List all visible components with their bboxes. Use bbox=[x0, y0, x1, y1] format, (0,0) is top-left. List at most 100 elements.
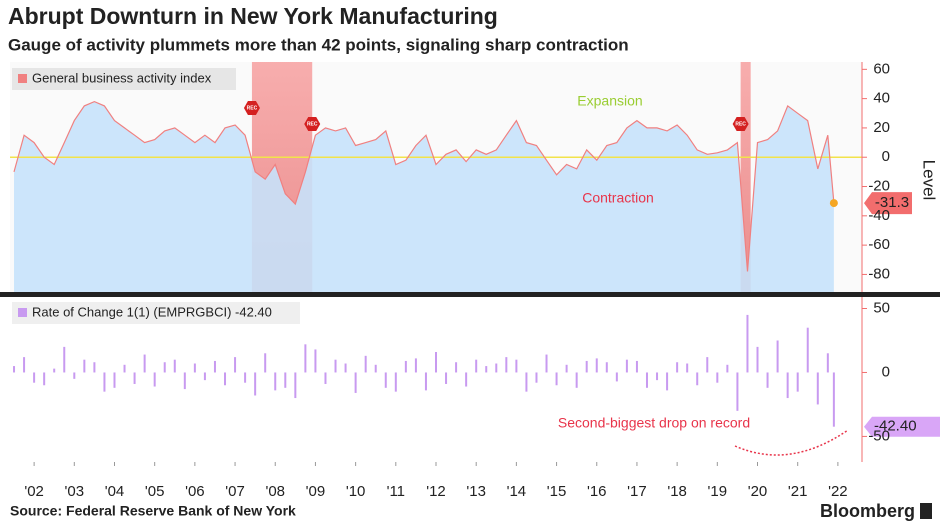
bar bbox=[354, 372, 357, 393]
y-tick-label: 20 bbox=[873, 119, 890, 136]
bar bbox=[525, 372, 528, 392]
bar bbox=[756, 346, 759, 373]
x-tick-label: '09 bbox=[306, 483, 326, 500]
x-tick-label: '12 bbox=[426, 483, 446, 500]
chart-subtitle: Gauge of activity plummets more than 42 … bbox=[8, 35, 629, 54]
x-tick-label: '17 bbox=[627, 483, 647, 500]
recession-label: REC bbox=[735, 121, 746, 127]
x-tick-label: '16 bbox=[587, 483, 607, 500]
bar bbox=[424, 372, 427, 391]
y-tick-label: 0 bbox=[882, 363, 890, 380]
bar bbox=[364, 355, 367, 373]
bar bbox=[334, 359, 337, 373]
bar bbox=[244, 372, 247, 383]
bar bbox=[374, 364, 377, 373]
brand: Bloomberg bbox=[820, 501, 915, 521]
bar bbox=[123, 364, 126, 373]
last-value-label: -42.40 bbox=[874, 418, 917, 435]
legend-swatch bbox=[18, 74, 27, 83]
recession-label: REC bbox=[247, 105, 258, 111]
x-tick-label: '22 bbox=[828, 483, 848, 500]
annotation: Contraction bbox=[582, 190, 654, 206]
source: Source: Federal Reserve Bank of New York bbox=[10, 503, 296, 519]
bar bbox=[143, 354, 146, 373]
x-tick-label: '13 bbox=[466, 483, 486, 500]
bar bbox=[706, 357, 709, 373]
bar bbox=[545, 354, 548, 373]
x-tick-label: '07 bbox=[225, 483, 245, 500]
annotation-arc bbox=[734, 429, 849, 456]
bar bbox=[676, 362, 679, 373]
bar bbox=[284, 372, 287, 388]
bar bbox=[445, 372, 448, 384]
bar bbox=[565, 364, 568, 373]
bar bbox=[73, 372, 76, 379]
y-tick-label: 0 bbox=[882, 148, 890, 165]
bar bbox=[43, 372, 46, 386]
x-tick-label: '05 bbox=[145, 483, 165, 500]
legend-label: General business activity index bbox=[32, 70, 212, 85]
bar bbox=[193, 363, 196, 373]
x-tick-label: '18 bbox=[667, 483, 687, 500]
bar bbox=[13, 366, 16, 373]
bar bbox=[274, 372, 277, 391]
x-tick-label: '15 bbox=[547, 483, 567, 500]
bar bbox=[93, 362, 96, 373]
bar bbox=[635, 360, 638, 373]
bar bbox=[183, 372, 186, 390]
panel-separator bbox=[0, 292, 940, 297]
bar bbox=[696, 372, 699, 386]
bar bbox=[786, 372, 789, 399]
legend-box bbox=[12, 302, 300, 324]
bar bbox=[686, 363, 689, 373]
bar bbox=[264, 353, 267, 373]
x-tick-label: '10 bbox=[346, 483, 366, 500]
bar bbox=[324, 372, 327, 384]
bar bbox=[666, 372, 669, 391]
bar bbox=[656, 372, 659, 381]
bottom-plot-bg bbox=[10, 297, 862, 462]
bar bbox=[832, 372, 835, 427]
bar bbox=[495, 363, 498, 373]
y-tick-label: -50 bbox=[868, 427, 890, 444]
bar bbox=[826, 353, 829, 373]
bar bbox=[816, 372, 819, 405]
bar bbox=[344, 363, 347, 373]
bar bbox=[133, 372, 136, 384]
y-tick-label: 60 bbox=[873, 60, 890, 77]
bar bbox=[555, 372, 558, 386]
bar bbox=[384, 372, 387, 388]
x-tick-label: '20 bbox=[748, 483, 768, 500]
last-value-badge bbox=[864, 192, 912, 215]
bar bbox=[796, 372, 799, 392]
chart-title: Abrupt Downturn in New York Manufacturin… bbox=[8, 3, 498, 29]
bar bbox=[63, 346, 66, 373]
recession-band bbox=[740, 62, 751, 292]
legend-label: Rate of Change 1(1) (EMPRGBCI) -42.40 bbox=[32, 304, 272, 319]
bar bbox=[746, 314, 749, 373]
y-tick-label: 50 bbox=[873, 299, 890, 316]
bar bbox=[716, 372, 719, 383]
bar bbox=[535, 372, 538, 383]
x-tick-label: '14 bbox=[507, 483, 527, 500]
bar bbox=[585, 360, 588, 373]
bar bbox=[394, 372, 397, 392]
x-tick-label: '02 bbox=[24, 483, 44, 500]
x-tick-label: '03 bbox=[65, 483, 85, 500]
recession-marker bbox=[243, 101, 260, 115]
bar bbox=[213, 360, 216, 373]
last-point bbox=[829, 199, 838, 208]
bar bbox=[465, 372, 468, 387]
recession-label: REC bbox=[307, 121, 318, 127]
bar bbox=[314, 349, 317, 373]
x-tick-label: '08 bbox=[265, 483, 285, 500]
bar bbox=[414, 358, 417, 373]
last-value-label: -31.3 bbox=[875, 194, 909, 211]
bar bbox=[254, 372, 257, 396]
bar bbox=[23, 357, 26, 373]
bar bbox=[224, 372, 227, 386]
bar bbox=[766, 372, 769, 388]
y-tick-label: 40 bbox=[873, 90, 890, 107]
bar bbox=[163, 362, 166, 373]
bar bbox=[575, 372, 578, 388]
